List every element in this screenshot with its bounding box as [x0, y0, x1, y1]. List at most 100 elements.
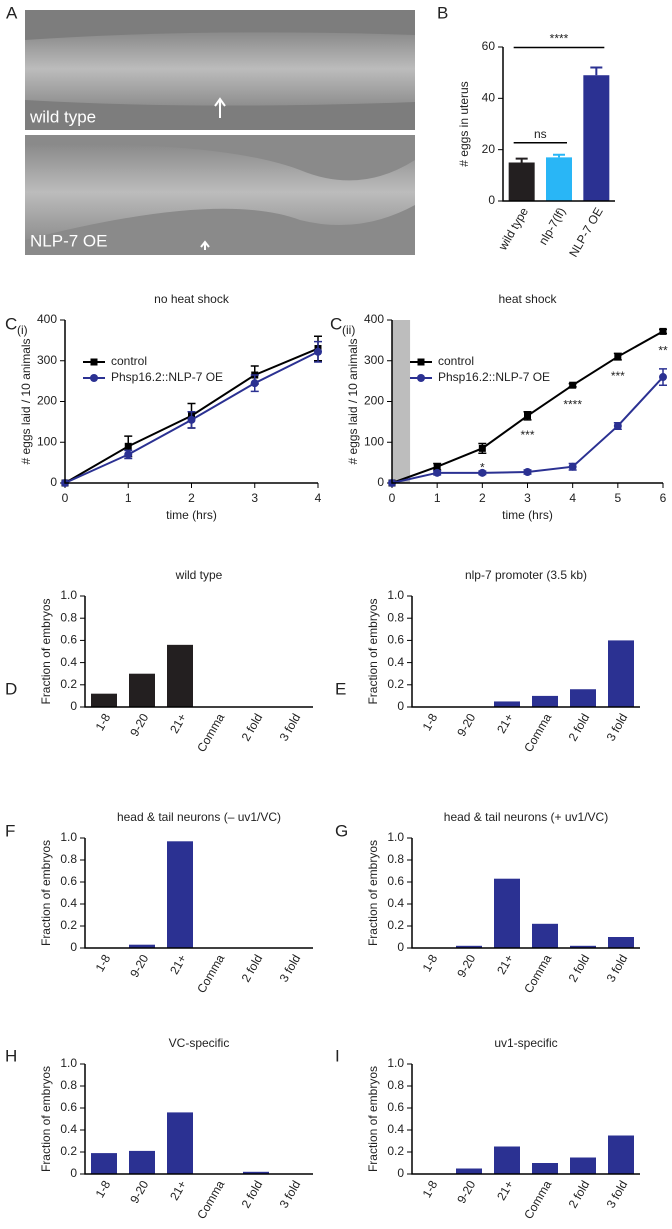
arrow [214, 97, 226, 118]
x-tick-label: 1 [434, 491, 441, 505]
y-tick-label: 0.8 [60, 610, 77, 624]
y-tick-label: 0 [377, 475, 384, 489]
annotation: *** [611, 369, 625, 383]
x-tick-label: 9-20 [454, 1178, 478, 1206]
y-tick-label: 0.2 [60, 1144, 77, 1158]
marker [124, 442, 132, 450]
axes [411, 1064, 640, 1175]
x-tick-label: 9-20 [127, 1178, 151, 1206]
y-tick-label: 0.2 [60, 918, 77, 932]
y-tick-label: 0.6 [60, 633, 77, 647]
annotation: ** [658, 344, 668, 358]
y-tick-label: 0 [397, 940, 404, 954]
marker [523, 467, 532, 476]
x-tick-label: 5 [614, 491, 621, 505]
bar [532, 923, 558, 948]
x-tick-label: nlp-7(lf) [536, 205, 568, 247]
bar [608, 1135, 634, 1174]
marker [613, 421, 622, 430]
marker [124, 450, 133, 459]
marker [478, 444, 486, 452]
y-tick-label: 1.0 [387, 1056, 404, 1070]
chart-title: head & tail neurons (+ uv1/VC) [444, 810, 608, 824]
caption: wild type [29, 107, 96, 126]
bar [167, 644, 193, 707]
panel-label: B [437, 3, 448, 22]
marker [433, 463, 441, 471]
marker [659, 327, 667, 335]
axes [411, 596, 640, 708]
axes [84, 596, 313, 708]
x-tick-label: 3 fold [277, 1178, 304, 1210]
y-tick-label: 0 [488, 193, 495, 207]
bar [129, 673, 155, 707]
x-tick-label: 1-8 [93, 711, 114, 733]
bar [243, 1171, 269, 1174]
panel-label: E [335, 679, 346, 698]
y-axis-label: Fraction of embryos [39, 598, 53, 704]
y-tick-label: 0.8 [60, 852, 77, 866]
bar [532, 695, 558, 707]
x-axis-label: time (hrs) [166, 508, 217, 522]
legend-marker [90, 374, 98, 382]
x-tick-label: 1-8 [93, 952, 114, 974]
caption: NLP-7 OE [30, 231, 107, 250]
marker [524, 412, 531, 420]
x-tick-label: 3 fold [277, 711, 304, 743]
y-tick-label: 1.0 [387, 588, 404, 602]
panel-label: C [5, 314, 17, 333]
bar [167, 1112, 193, 1174]
bar [91, 1153, 117, 1174]
marker [250, 379, 259, 388]
x-tick-label: Comma [521, 952, 554, 996]
annotation: *** [520, 428, 534, 442]
y-tick-label: 0.2 [387, 677, 404, 691]
y-tick-label: 0 [70, 1166, 77, 1180]
y-tick-label: 0.8 [60, 1078, 77, 1092]
x-tick-label: 1-8 [420, 1178, 441, 1200]
x-tick-label: Comma [194, 711, 227, 755]
y-tick-label: 0.8 [387, 610, 404, 624]
panel-label: G [335, 821, 348, 840]
y-axis-label: # eggs laid / 10 animals [19, 338, 33, 464]
bar [608, 640, 634, 707]
y-tick-label: 0.2 [387, 918, 404, 932]
x-tick-label: 1-8 [420, 711, 441, 733]
x-tick-label: 1 [125, 491, 132, 505]
series-line [391, 330, 664, 484]
error-bar [515, 157, 528, 163]
y-tick-label: 0.6 [60, 1100, 77, 1114]
legend-label: control [438, 354, 474, 368]
x-tick-label: Comma [521, 711, 554, 755]
legend-marker [90, 358, 98, 366]
x-tick-label: 2 [479, 491, 486, 505]
micrograph-panel: A wild type NLP-7 OE [6, 3, 415, 255]
bar [456, 1168, 482, 1174]
y-axis-label: Fraction of embryos [366, 840, 380, 946]
y-axis-label: Fraction of embryos [39, 840, 53, 946]
x-tick-label: 6 [660, 491, 667, 505]
marker [614, 353, 622, 361]
marker [433, 468, 442, 477]
panel-label: F [5, 821, 15, 840]
y-tick-label: 200 [37, 394, 57, 408]
x-tick-label: 2 fold [566, 952, 593, 984]
legend-marker [417, 374, 425, 382]
chart-title: heat shock [498, 292, 557, 306]
x-tick-label: 2 fold [239, 952, 266, 984]
y-tick-label: 0.4 [387, 655, 404, 669]
y-tick-label: 0.4 [60, 1122, 77, 1136]
x-tick-label: 9-20 [127, 711, 151, 739]
x-tick-label: 2 fold [566, 711, 593, 743]
chart-title: no heat shock [154, 292, 230, 306]
marker [478, 468, 487, 477]
y-tick-label: 60 [482, 39, 496, 53]
y-axis-label: Fraction of embryos [39, 1066, 53, 1172]
bar [546, 157, 572, 201]
x-tick-label: 3 fold [277, 952, 304, 984]
y-tick-label: 100 [364, 434, 384, 448]
y-tick-label: 0.6 [387, 1100, 404, 1114]
x-tick-label: Comma [194, 952, 227, 996]
x-tick-label: 2 fold [566, 1178, 593, 1210]
